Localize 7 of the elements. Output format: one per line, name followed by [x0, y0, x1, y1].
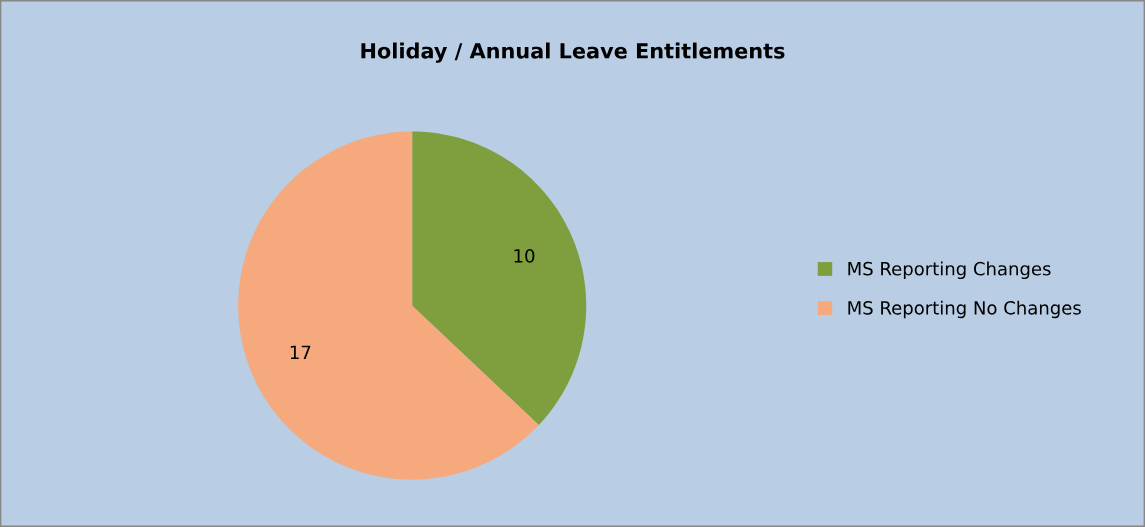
chart-title: Holiday / Annual Leave Entitlements — [361, 42, 785, 63]
pie-slice — [238, 131, 539, 480]
pie-slice — [412, 131, 587, 426]
data-label: 10 — [514, 248, 535, 263]
data-label: 17 — [290, 345, 311, 359]
legend-label: MS Reporting No Changes — [848, 300, 1081, 319]
legend-label: MS Reporting Changes — [848, 261, 1051, 280]
